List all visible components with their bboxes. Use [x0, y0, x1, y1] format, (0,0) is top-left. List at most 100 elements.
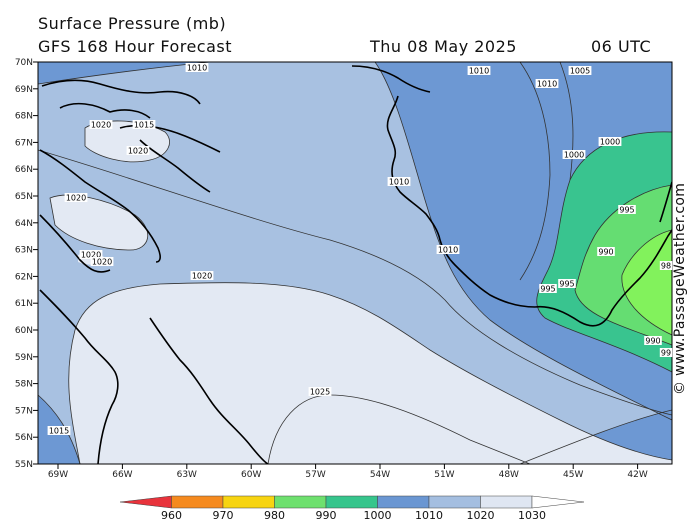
- isobar-990: [574, 184, 672, 346]
- latitude-axis: 70N 69N 68N 67N 66N 65N 64N 63N 62N 61N 60N 59N 58N 5…: [15, 58, 38, 470]
- isobar-lines: [38, 62, 672, 464]
- legend-swatch: [377, 495, 430, 509]
- legend-swatch: [428, 495, 481, 509]
- isobar-label: 1010: [389, 178, 409, 187]
- isobar-1005b: [559, 62, 574, 181]
- lon-label: 66W: [112, 470, 132, 480]
- lon-label: 42W: [627, 470, 647, 480]
- isobar-label: 990: [598, 248, 613, 257]
- isobar-label: 1020: [128, 147, 148, 156]
- isobar-label-bg: [568, 66, 592, 75]
- coastline-greenland-north: [351, 65, 431, 93]
- isobar-label-bg: [562, 150, 586, 159]
- isobar-label-bg: [618, 205, 636, 214]
- lat-label: 60N: [15, 326, 33, 336]
- coastline-arctic-islands: [41, 79, 201, 105]
- lat-label: 57N: [15, 406, 33, 416]
- isobar-label-bg: [308, 387, 332, 396]
- coastline-greenland-west: [386, 95, 536, 308]
- isobar-1010-east: [374, 62, 672, 421]
- pressure-legend: 960 970 980 990 1000 1010 1020 1030: [119, 495, 585, 522]
- isobar-label-bg: [132, 120, 156, 129]
- isobar-label: 1020: [192, 272, 212, 281]
- lon-label: 57W: [305, 470, 325, 480]
- map-area: [38, 62, 672, 464]
- coastline-cumberland: [39, 214, 111, 273]
- map-title: Surface Pressure (mb): [38, 14, 227, 33]
- isobar-label: 1010: [438, 246, 458, 255]
- lon-label: 69W: [48, 470, 68, 480]
- isobar-1010-southeast: [519, 409, 672, 464]
- legend-label: 960: [161, 509, 182, 522]
- coastline-labrador: [149, 317, 269, 464]
- isobar-label-bg: [539, 284, 557, 293]
- isobar-label: 1020: [66, 194, 86, 203]
- band-above-1020: [68, 282, 672, 464]
- isobar-label-bg: [535, 79, 559, 88]
- isobar-label: 1020: [92, 258, 112, 267]
- forecast-time: 06 UTC: [591, 37, 652, 56]
- coastline-labrador-west: [39, 289, 119, 464]
- isobar-label: 1000: [564, 151, 584, 160]
- lon-label: 51W: [434, 470, 454, 480]
- isobar-1015-southwest: [38, 394, 81, 464]
- legend-label: 990: [316, 509, 337, 522]
- lat-label: 55N: [15, 460, 33, 470]
- isobar-label: 1010: [537, 80, 557, 89]
- isobar-1005: [519, 62, 551, 281]
- isobar-label: 1010: [469, 67, 489, 76]
- band-below-980: [621, 230, 672, 335]
- isobar-label-bg: [387, 177, 411, 186]
- lon-label: 45W: [563, 470, 583, 480]
- coastline-baffin-north: [39, 149, 161, 263]
- isobar-label-bg: [598, 137, 622, 146]
- lon-label: 63W: [177, 470, 197, 480]
- isobar-label-bg: [597, 247, 615, 256]
- isobar-label: 1020: [81, 251, 101, 260]
- isobar-1025: [267, 394, 531, 464]
- lat-label: 70N: [15, 58, 33, 68]
- isobar-label-bg: [185, 63, 209, 72]
- legend-swatch: [325, 495, 378, 509]
- isobar-label: 1010: [187, 64, 207, 73]
- legend-swatch: [222, 495, 275, 509]
- isobar-label-bg: [644, 336, 662, 345]
- legend-swatch: [274, 495, 327, 509]
- lat-label: 59N: [15, 353, 33, 363]
- isobar-label-bg: [89, 120, 113, 129]
- isobar-label-bg: [659, 261, 673, 270]
- isobar-label: 1025: [310, 388, 330, 397]
- lat-label: 69N: [15, 85, 33, 95]
- legend-arrow-low: [119, 495, 172, 509]
- lat-label: 64N: [15, 219, 33, 229]
- legend-swatch: [171, 495, 224, 509]
- isobar-label-bg: [64, 193, 88, 202]
- lat-label: 68N: [15, 112, 33, 122]
- coastline-baffin-bay-west: [139, 139, 211, 193]
- legend-swatch: [480, 495, 533, 509]
- isobar-label: 1005: [570, 67, 590, 76]
- lon-label: 60W: [241, 470, 261, 480]
- isobar-1020-arctic: [84, 120, 170, 163]
- isobar-label-bg: [190, 271, 214, 280]
- isobar-label: 995: [559, 280, 574, 289]
- longitude-axis: 69W 66W 63W 60W 57W 54W 51W 48W 45W 42W: [48, 464, 648, 480]
- isobar-label-bg: [436, 245, 460, 254]
- legend-label: 1010: [415, 509, 443, 522]
- lat-label: 62N: [15, 272, 33, 282]
- isobar-label: 990: [645, 337, 660, 346]
- isobar-label-bg: [90, 257, 114, 266]
- isobar-label-bg: [47, 426, 71, 435]
- band-1000-1010-northwest: [38, 62, 210, 84]
- lat-label: 65N: [15, 192, 33, 202]
- isobar-label: 1020: [91, 121, 111, 130]
- isobar-label: 995: [619, 206, 634, 215]
- lat-label: 67N: [15, 138, 33, 148]
- lon-label: 48W: [499, 470, 519, 480]
- lat-label: 63N: [15, 246, 33, 256]
- isobar-label: 1015: [49, 427, 69, 436]
- legend-label: 1020: [467, 509, 495, 522]
- legend-label: 970: [213, 509, 234, 522]
